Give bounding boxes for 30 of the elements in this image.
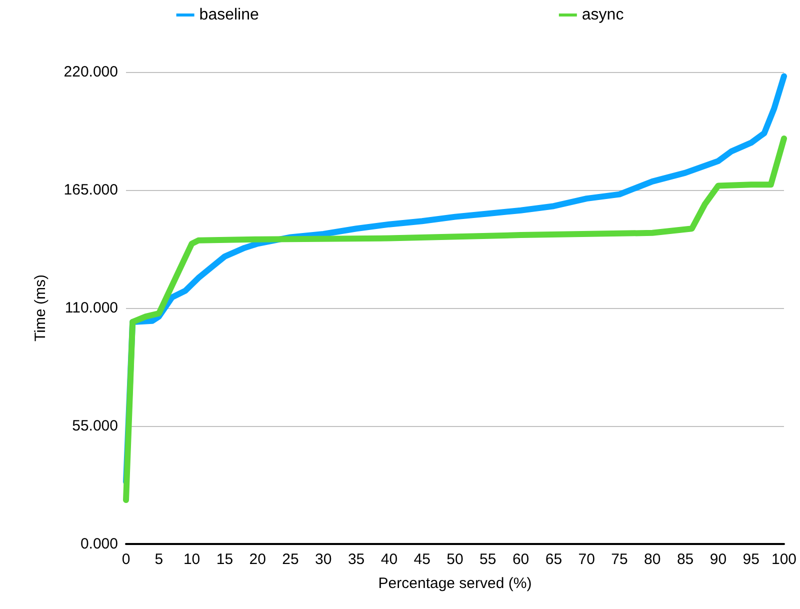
x-tick-label: 30 bbox=[315, 551, 332, 568]
x-tick-label: 85 bbox=[676, 551, 694, 568]
y-tick-label: 0.000 bbox=[80, 536, 118, 552]
x-tick-label: 45 bbox=[414, 551, 430, 568]
x-tick-label: 25 bbox=[282, 551, 299, 568]
y-tick-label: 110.000 bbox=[64, 300, 118, 316]
x-tick-label: 15 bbox=[216, 551, 234, 568]
legend-label: async bbox=[582, 6, 624, 24]
x-tick-label: 50 bbox=[446, 551, 464, 568]
x-tick-label: 95 bbox=[742, 551, 760, 568]
y-axis-title: Time (ms) bbox=[32, 274, 49, 342]
x-axis-title: Percentage served (%) bbox=[378, 575, 532, 592]
x-tick-label: 90 bbox=[710, 551, 727, 568]
x-tick-label: 10 bbox=[183, 551, 200, 568]
y-tick-label: 220.000 bbox=[64, 64, 118, 80]
x-tick-label: 100 bbox=[771, 551, 797, 568]
x-tick-label: 20 bbox=[249, 551, 266, 568]
x-tick-label: 0 bbox=[122, 551, 130, 568]
x-tick-label: 5 bbox=[154, 551, 164, 568]
x-tick-label: 40 bbox=[380, 551, 398, 568]
x-tick-label: 55 bbox=[480, 551, 496, 568]
x-tick-label: 35 bbox=[348, 551, 365, 568]
x-tick-label: 65 bbox=[545, 551, 562, 568]
y-tick-label: 55.000 bbox=[72, 418, 118, 434]
y-tick-label: 165.000 bbox=[64, 182, 118, 198]
x-tick-label: 60 bbox=[512, 551, 530, 568]
x-tick-label: 80 bbox=[644, 551, 661, 568]
legend-label: baseline bbox=[199, 6, 260, 24]
x-tick-label: 75 bbox=[611, 551, 628, 568]
x-tick-label: 70 bbox=[578, 551, 595, 568]
